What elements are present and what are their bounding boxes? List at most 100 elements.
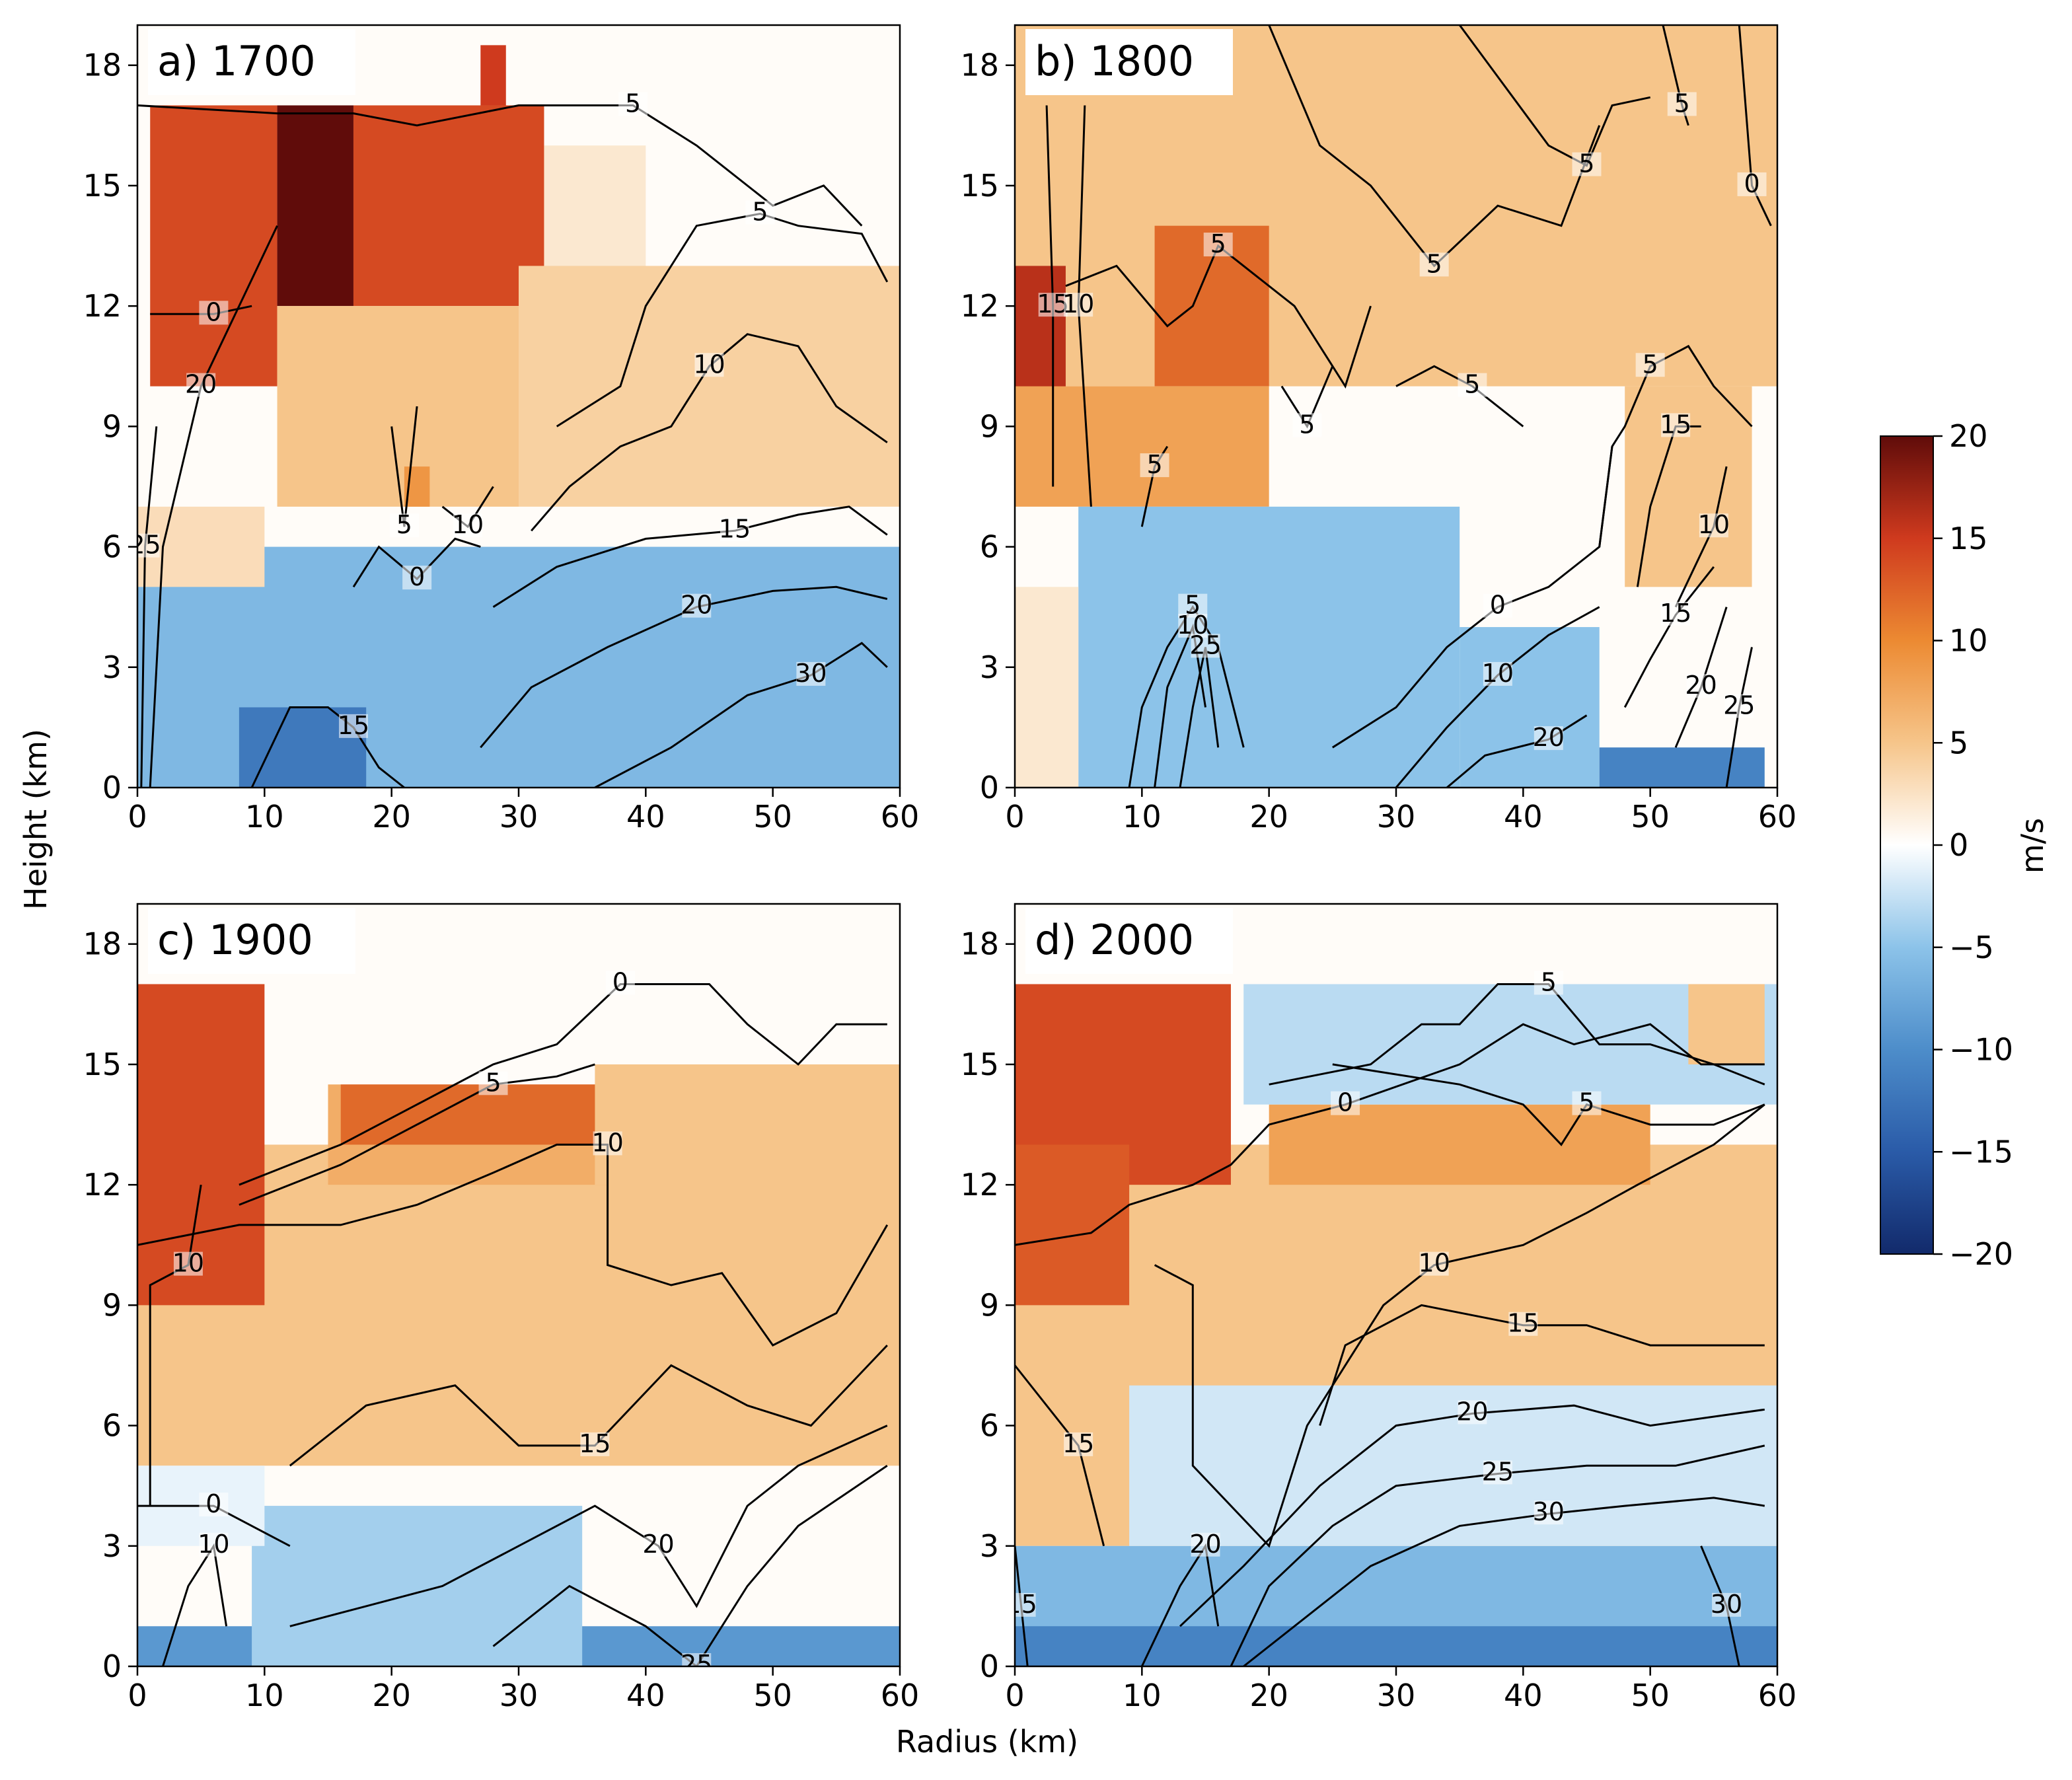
contour-label: 20 — [1189, 1530, 1221, 1559]
x-tick-label: 10 — [245, 799, 284, 834]
field-cell — [1015, 1626, 1777, 1666]
contour-line — [137, 104, 863, 227]
contour-label: 25 — [681, 1650, 712, 1679]
contour-label-bg — [453, 513, 483, 538]
contour-label-bg — [137, 533, 160, 558]
contour-label: 20 — [1533, 723, 1565, 752]
contour-line — [1154, 623, 1206, 788]
x-tick-label: 0 — [128, 1678, 147, 1713]
contour-label: 0 — [205, 1489, 221, 1518]
contour-label-bg — [199, 1532, 229, 1557]
colorbar: 20 15 10 5 0 −5 −10 −15 −20 m/s — [1880, 418, 2050, 1272]
field-cell — [137, 984, 265, 1306]
contour-label-bg — [1667, 92, 1697, 116]
contour-label: 20 — [1685, 671, 1717, 700]
x-tick-label: 0 — [1005, 799, 1024, 834]
contour-label: 10 — [591, 1128, 623, 1157]
contour-label: 15 — [1660, 410, 1691, 439]
contour-label: 30 — [795, 659, 827, 688]
y-tick-label: 18 — [960, 48, 999, 83]
x-tick-label: 40 — [626, 1678, 665, 1713]
x-tick-label: 20 — [372, 799, 411, 834]
contour-label: 0 — [1490, 591, 1506, 620]
contour-label: 30 — [1711, 1590, 1742, 1619]
wind-field — [137, 45, 900, 788]
y-tick-label: 9 — [980, 1287, 999, 1323]
y-tick-label: 3 — [980, 1528, 999, 1564]
contour-label-bg — [1686, 674, 1716, 698]
y-tick-label: 3 — [102, 1528, 122, 1564]
field-cell — [150, 105, 278, 387]
x-tick-label: 20 — [1249, 1678, 1288, 1713]
contour-label-bg — [1419, 252, 1449, 277]
contour-label-bg — [1458, 1400, 1487, 1425]
x-tick-label: 40 — [626, 799, 665, 834]
contour-label: 0 — [612, 967, 628, 996]
contour-label-bg — [1508, 1312, 1538, 1336]
x-tick-label: 30 — [1377, 1678, 1416, 1713]
colorbar-gradient — [1880, 435, 1934, 1255]
x-tick-label: 10 — [245, 1678, 284, 1713]
contour-line — [1230, 1444, 1765, 1666]
contour-label: 30 — [1533, 1497, 1565, 1526]
colorbar-tick-label: 5 — [1949, 725, 1968, 760]
contour-line — [1140, 1543, 1220, 1666]
contour-label: 15 — [1507, 1309, 1539, 1338]
field-cell — [1078, 506, 1460, 788]
x-tick-label: 30 — [500, 1678, 538, 1713]
contour-label-bg — [1178, 614, 1208, 638]
colorbar-tick-label: 20 — [1949, 418, 1988, 454]
contour-label: 5 — [485, 1068, 501, 1097]
x-tick-label: 60 — [881, 799, 920, 834]
contour-line — [1269, 983, 1765, 1086]
y-tick-label: 0 — [102, 770, 122, 805]
contour-line — [1243, 1497, 1765, 1666]
contour-label-bg — [389, 513, 419, 538]
panel-title: b) 1800 — [1035, 37, 1194, 85]
field-cell — [340, 1084, 595, 1145]
y-tick-label: 6 — [102, 529, 122, 565]
field-cell — [1015, 1144, 1130, 1306]
x-tick-label: 20 — [372, 1678, 411, 1713]
contour-label: 25 — [1482, 1457, 1514, 1486]
contour-label-bg — [1483, 1460, 1512, 1485]
contour-label: 10 — [452, 510, 484, 539]
y-tick-label: 0 — [980, 1649, 999, 1684]
contour-label: 15 — [338, 711, 369, 740]
contour-label: 5 — [1578, 1088, 1594, 1117]
contour-line — [239, 1063, 595, 1206]
contour-label-bg — [1661, 601, 1691, 626]
contour-label-bg — [1140, 453, 1169, 478]
contour-line — [1332, 1063, 1765, 1146]
contour-label-bg — [1483, 661, 1512, 686]
contour-label: 25 — [129, 531, 161, 560]
x-tick-label: 0 — [128, 799, 147, 834]
contour-label: 10 — [172, 1249, 204, 1278]
field-cell — [1129, 1385, 1777, 1546]
contour-label: 5 — [396, 510, 412, 539]
contour-label-bg — [186, 373, 216, 397]
y-tick-label: 6 — [980, 529, 999, 565]
x-tick-label: 50 — [1631, 1678, 1670, 1713]
colorbar-tick-label: 10 — [1949, 623, 1988, 659]
contour-label: 25 — [1189, 630, 1221, 659]
contour-label: 5 — [1578, 149, 1594, 178]
contour-label: 15 — [1037, 289, 1069, 318]
y-tick-label: 12 — [960, 288, 999, 324]
panel-title: c) 1900 — [157, 916, 313, 964]
x-tick-label: 60 — [1758, 799, 1797, 834]
contour-label: 20 — [681, 591, 712, 620]
contour-label: 15 — [1062, 1429, 1094, 1458]
colorbar-tick-label: −5 — [1949, 930, 1994, 965]
field-cell — [1269, 1104, 1650, 1185]
contour-label: 15 — [579, 1429, 610, 1458]
contour-label-bg — [605, 971, 635, 995]
x-tick-label: 10 — [1123, 1678, 1162, 1713]
contour-label: 5 — [1146, 450, 1162, 479]
contour-label: 20 — [642, 1530, 674, 1559]
